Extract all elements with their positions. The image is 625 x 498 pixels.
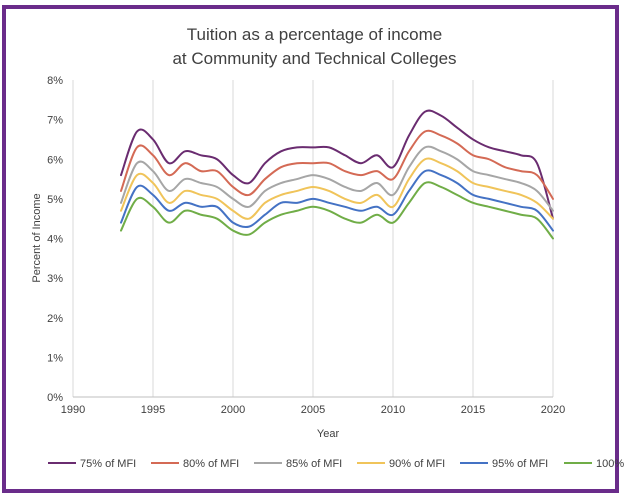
y-tick-label: 8% [47, 75, 63, 87]
y-tick-label: 2% [47, 313, 63, 325]
x-tick-label: 2020 [541, 404, 565, 416]
legend-label: 90% of MFI [389, 458, 445, 470]
series-line [120, 109, 554, 220]
y-tick-label: 7% [47, 115, 63, 127]
y-tick-label: 3% [47, 273, 63, 285]
legend-label: 75% of MFI [80, 458, 136, 470]
x-tick-label: 2000 [221, 404, 245, 416]
x-tick-label: 2015 [461, 404, 485, 416]
legend: 75% of MFI 80% of MFI 85% of MFI 90% of MFI… [48, 458, 625, 470]
legend-label: 80% of MFI [183, 458, 239, 470]
y-tick-label: 5% [47, 194, 63, 206]
series-line [120, 169, 554, 232]
grid-layer [72, 80, 554, 397]
chart-title-line-2: at Community and Technical Colleges [172, 49, 457, 68]
y-tick-label: 1% [47, 352, 63, 364]
series-line [120, 181, 554, 240]
series-layer [120, 109, 554, 240]
legend-label: 85% of MFI [286, 458, 342, 470]
legend-label: 95% of MFI [492, 458, 548, 470]
chart-title-line-1: Tuition as a percentage of income [186, 25, 443, 44]
x-tick-label: 2010 [381, 404, 405, 416]
legend-label: 100% of MFI [596, 458, 625, 470]
y-axis-title: Percent of Income [31, 193, 43, 282]
x-tick-label: 2005 [301, 404, 325, 416]
series-line [120, 157, 554, 220]
chart-frame: Tuition as a percentage of income at Com… [2, 5, 619, 493]
x-tick-label: 1990 [61, 404, 85, 416]
chart-title: Tuition as a percentage of income at Com… [6, 23, 623, 71]
y-tick-label: 0% [47, 392, 63, 404]
series-line [120, 129, 554, 200]
x-tick-label: 1995 [141, 404, 165, 416]
series-line [120, 145, 554, 212]
x-axis-title: Year [317, 428, 340, 440]
y-tick-label: 6% [47, 154, 63, 166]
axis-layer: 1990 1995 2000 2005 2010 2015 2020 0% 1% 2% 3% 4% 5%… [47, 75, 565, 416]
y-tick-label: 4% [47, 234, 63, 246]
